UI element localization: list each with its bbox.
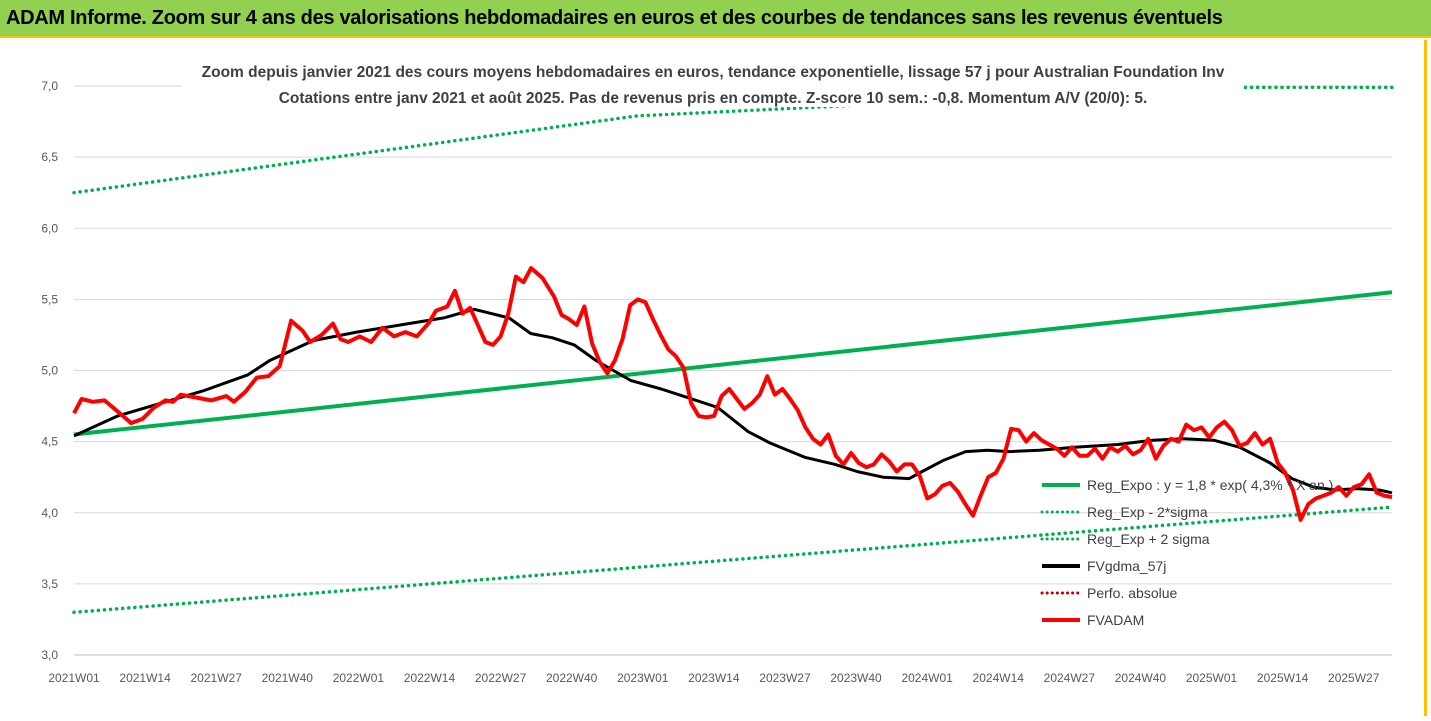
x-tick-label: 2023W27 <box>759 671 811 685</box>
x-tick-label: 2025W01 <box>1186 671 1238 685</box>
x-tick-label: 2021W27 <box>191 671 243 685</box>
x-tick-label: 2023W01 <box>617 671 669 685</box>
y-tick-label: 6,5 <box>41 150 58 164</box>
legend-label: Reg_Expo : y = 1,8 * exp( 4,3% * X an ) <box>1087 477 1333 493</box>
legend-label: Reg_Exp - 2*sigma <box>1087 504 1208 520</box>
legend-label: Reg_Exp + 2 sigma <box>1087 531 1210 547</box>
y-tick-labels: 3,0 3,5 4,0 4,5 5,0 5,5 6,0 6,5 7,0 <box>41 79 58 662</box>
x-tick-label: 2021W14 <box>119 671 171 685</box>
frame-border <box>1424 40 1427 716</box>
y-gridlines <box>74 85 1392 656</box>
series-line <box>73 290 1393 437</box>
x-tick-label: 2024W01 <box>901 671 953 685</box>
legend-label: Perfo. absolue <box>1087 585 1177 601</box>
legend: Reg_Expo : y = 1,8 * exp( 4,3% * X an ) R… <box>1040 477 1333 628</box>
series-line <box>72 505 1394 615</box>
x-tick-labels: 2021W01 2021W14 2021W27 2021W40 2022W01 2022W… <box>48 671 1379 685</box>
legend-label: FVADAM <box>1087 612 1144 628</box>
y-tick-label: 5,0 <box>41 364 58 378</box>
chart-title: Zoom depuis janvier 2021 des cours moyen… <box>202 64 1225 81</box>
x-tick-label: 2021W40 <box>262 671 314 685</box>
y-tick-label: 4,5 <box>41 435 58 449</box>
x-tick-label: 2025W14 <box>1257 671 1309 685</box>
title-background <box>182 57 1244 107</box>
x-tick-label: 2022W01 <box>333 671 385 685</box>
report-banner: ADAM Informe. Zoom sur 4 ans des valoris… <box>0 0 1431 38</box>
y-tick-label: 7,0 <box>41 79 58 93</box>
y-tick-label: 5,5 <box>41 292 58 306</box>
x-tick-label: 2024W27 <box>1044 671 1096 685</box>
x-tick-label: 2022W14 <box>404 671 456 685</box>
x-tick-label: 2024W14 <box>973 671 1025 685</box>
x-tick-label: 2022W27 <box>475 671 527 685</box>
x-tick-label: 2023W40 <box>830 671 882 685</box>
series-line <box>73 307 1393 495</box>
legend-label: FVgdma_57j <box>1087 558 1166 574</box>
x-tick-label: 2021W01 <box>48 671 100 685</box>
report-title: ADAM Informe. Zoom sur 4 ans des valoris… <box>6 7 1223 29</box>
y-tick-label: 6,0 <box>41 221 58 235</box>
y-tick-label: 4,0 <box>41 506 58 520</box>
y-tick-label: 3,0 <box>41 648 58 662</box>
series-line <box>72 266 1393 522</box>
x-tick-label: 2023W14 <box>688 671 740 685</box>
chart-subtitle: Cotations entre janv 2021 et août 2025. … <box>279 90 1148 107</box>
x-tick-label: 2024W40 <box>1115 671 1167 685</box>
y-tick-label: 3,5 <box>41 577 58 591</box>
x-tick-label: 2022W40 <box>546 671 598 685</box>
x-tick-label: 2025W27 <box>1328 671 1380 685</box>
